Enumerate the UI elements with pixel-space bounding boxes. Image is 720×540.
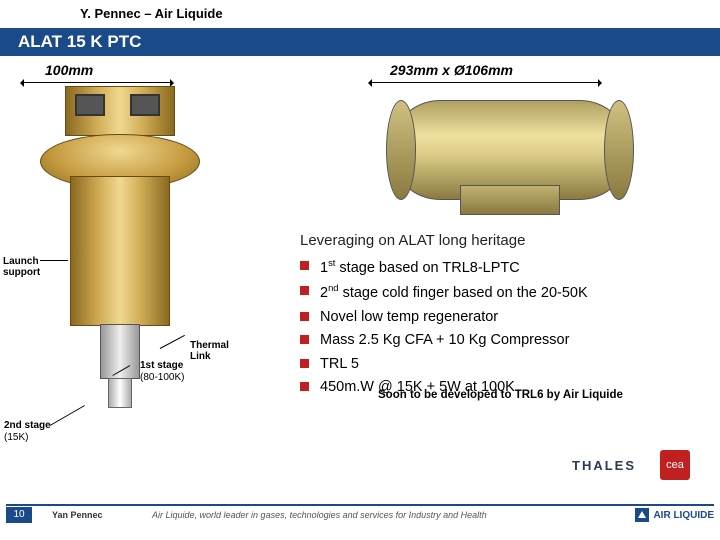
dim-arrow-left	[22, 82, 172, 83]
bullet-block: Leveraging on ALAT long heritage 1st sta…	[300, 232, 710, 400]
page-number: 10	[6, 507, 32, 523]
logo-thales: THALES	[566, 456, 642, 475]
author: Y. Pennec – Air Liquide	[80, 6, 223, 21]
footer-tagline: Air Liquide, world leader in gases, tech…	[152, 510, 635, 520]
label-stage1-range: (80-100K)	[140, 372, 184, 383]
bullet-item: TRL 5	[300, 353, 710, 377]
label-launch-support: Launch support	[3, 256, 43, 278]
device-compressor	[380, 90, 640, 220]
label-stage1: 1st stage	[140, 360, 183, 371]
bullet-item: Mass 2.5 Kg CFA + 10 Kg Compressor	[300, 329, 710, 353]
bullet-item: 1st stage based on TRL8-LPTC	[300, 255, 710, 280]
logo-cea: cea	[660, 450, 690, 480]
bullet-item: 2nd stage cold finger based on the 20-50…	[300, 280, 710, 305]
lead-text: Leveraging on ALAT long heritage	[300, 232, 710, 249]
dim-arrow-right	[370, 82, 600, 83]
label-stage2: 2nd stage	[4, 420, 51, 431]
leader-line	[40, 260, 68, 261]
logo-row: THALES cea	[566, 450, 690, 480]
dimension-right: 293mm x Ø106mm	[390, 62, 513, 78]
bullet-item: Novel low temp regenerator	[300, 306, 710, 330]
logo-air-liquide: AIR LIQUIDE	[635, 508, 714, 522]
footer-name: Yan Pennec	[52, 510, 152, 520]
brand-text: AIR LIQUIDE	[653, 510, 714, 521]
label-stage2-range: (15K)	[4, 432, 28, 443]
footer: 10 Yan Pennec Air Liquide, world leader …	[6, 504, 714, 524]
label-thermal-link: Thermal Link	[190, 340, 240, 362]
dimension-left: 100mm	[45, 62, 93, 78]
slide-title: ALAT 15 K PTC	[0, 28, 720, 56]
trl-annotation: Soon to be developed to TRL6 by Air Liqu…	[378, 389, 623, 401]
